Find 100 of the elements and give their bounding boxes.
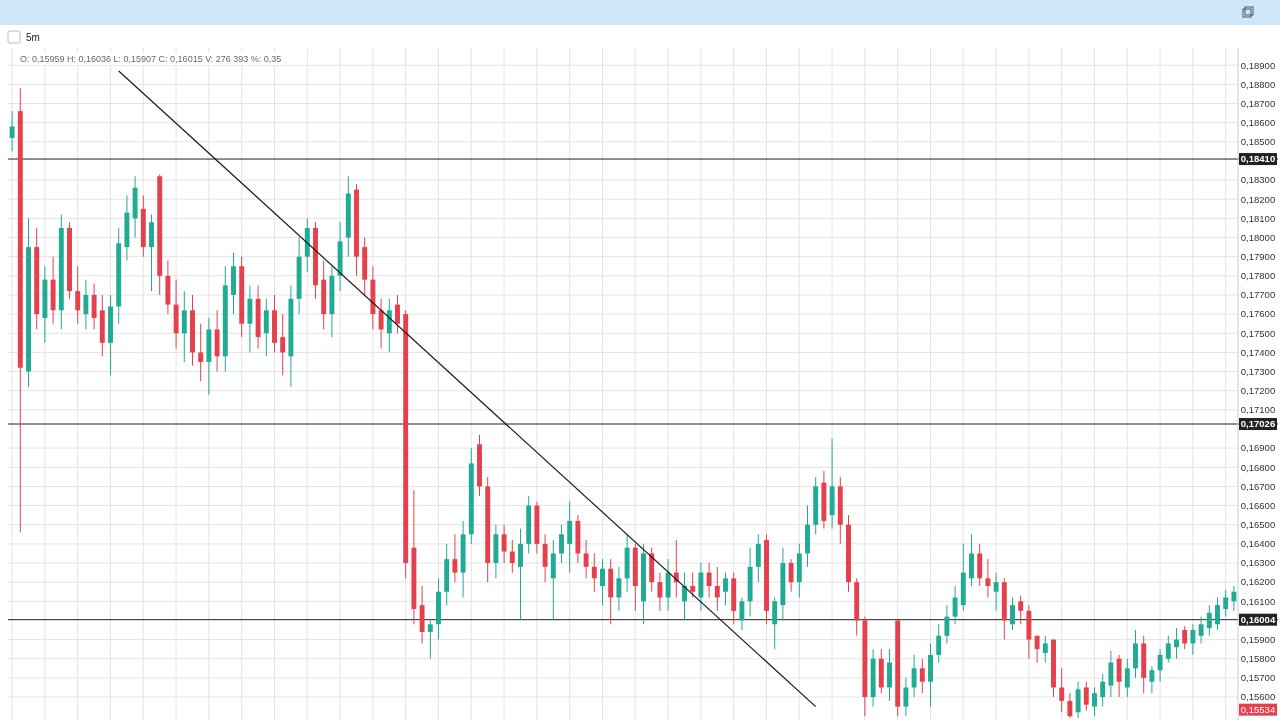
y-tick-label: 0,15600 [1240,691,1276,703]
candlestick [1067,692,1073,719]
candlestick [985,558,991,598]
candlestick [542,533,548,583]
candlestick [591,552,597,593]
candlestick [1010,596,1015,631]
candlestick [755,533,761,583]
y-tick-label: 0,16300 [1240,557,1276,569]
y-tick-label: 0,18100 [1240,212,1276,224]
candlestick [1206,604,1212,637]
candlestick [919,658,925,694]
y-tick-label: 0,16900 [1240,442,1276,454]
annotation: O: 0,15959 H: 0,16036 L: 0,15907 C: 0,16015 V: 276 393 %: 0,35 [20,54,282,64]
candlestick [75,265,81,325]
candlestick [657,572,663,612]
candlestick [9,110,15,152]
candlestick [1059,667,1065,713]
candlestick [509,539,515,574]
annotation: 0,15534 [1240,703,1276,715]
y-tick-label: 0,16200 [1240,576,1276,588]
candlestick [690,572,696,598]
y-tick-label: 0,17800 [1240,270,1276,282]
candlestick [1190,623,1196,656]
candlestick [1124,658,1130,698]
y-tick-label: 0,18500 [1240,136,1276,148]
y-tick-label: 0,17200 [1240,385,1276,397]
candlestick [1198,616,1204,644]
y-tick-label: 0,16500 [1240,519,1276,531]
y-tick-label: 0,15900 [1240,633,1276,645]
candlestick [1116,654,1122,698]
candlestick [1042,635,1048,664]
candlestick [280,313,286,376]
y-tick-label: 0,17700 [1240,289,1276,301]
candlestick [567,501,573,574]
candlestick [714,566,720,612]
y-tick-label: 0,17300 [1240,365,1276,377]
y-tick-label: 0,18000 [1240,231,1276,243]
y-tick-label: 0,18600 [1240,116,1276,128]
candlestick [952,585,958,625]
y-tick-label: 0,17900 [1240,251,1276,263]
y-tick-label: 0,17400 [1240,346,1276,358]
y-tick-label: 0,17500 [1240,327,1276,339]
candlestick [1165,635,1171,664]
candlestick [559,524,564,564]
candlestick [1157,648,1163,683]
candlestick [181,290,187,363]
candlestick [1182,625,1188,650]
candlestick [1149,665,1155,694]
y-tick-label: 0,15800 [1240,653,1276,665]
candlestick [1092,686,1097,717]
candlestick [944,604,950,644]
candlestick [452,533,458,583]
candlestick [263,298,269,357]
y-tick-label: 0,18300 [1240,174,1276,186]
y-tick-label: 0,18900 [1240,59,1276,71]
candlestick [386,298,392,353]
candlestick [616,566,622,612]
candlestick [1018,595,1024,625]
candlestick [1100,673,1106,708]
candlestick [518,528,523,621]
candlestick [1034,635,1040,664]
candlestick [1231,585,1237,612]
candlestick [83,279,89,330]
candlestick [1108,650,1114,698]
candlestick [788,558,794,593]
y-tick-label: 0,17600 [1240,308,1276,320]
ref-line-label: 0,17026 [1240,418,1276,430]
y-tick-label: 0,16600 [1240,499,1276,511]
candlestick [427,619,433,660]
chart-title: 5m [26,32,40,43]
candlestick [583,539,589,579]
candlestick [1223,589,1229,618]
y-tick-label: 0,18700 [1240,97,1276,109]
candlestick [682,572,687,621]
candlestick [993,572,999,612]
candlestick [395,294,400,334]
y-tick-label: 0,17100 [1240,404,1276,416]
candlestick [1075,681,1081,719]
candlestick [91,282,97,330]
candlestick [706,562,712,598]
y-tick-label: 0,16800 [1240,461,1276,473]
ref-line-label: 0,16004 [1240,614,1276,625]
candlestick [378,298,384,350]
y-tick-label: 0,16100 [1240,595,1276,607]
candlestick [198,323,204,382]
y-tick-label: 0,15700 [1240,672,1276,684]
candlestick [1083,681,1089,711]
candlestick [772,596,778,650]
candlestick [501,524,507,564]
candlestick [600,558,605,606]
y-tick-label: 0,16400 [1240,538,1276,550]
candlestick [903,677,909,717]
y-tick-label: 0,16700 [1240,480,1276,492]
candlestick [1174,627,1179,660]
candlestick [1215,596,1220,631]
y-tick-label: 0,18200 [1240,193,1276,205]
y-tick-label: 0,18800 [1240,78,1276,90]
candlestick [936,623,942,664]
candlestick [911,654,917,698]
candlestick [739,596,745,631]
